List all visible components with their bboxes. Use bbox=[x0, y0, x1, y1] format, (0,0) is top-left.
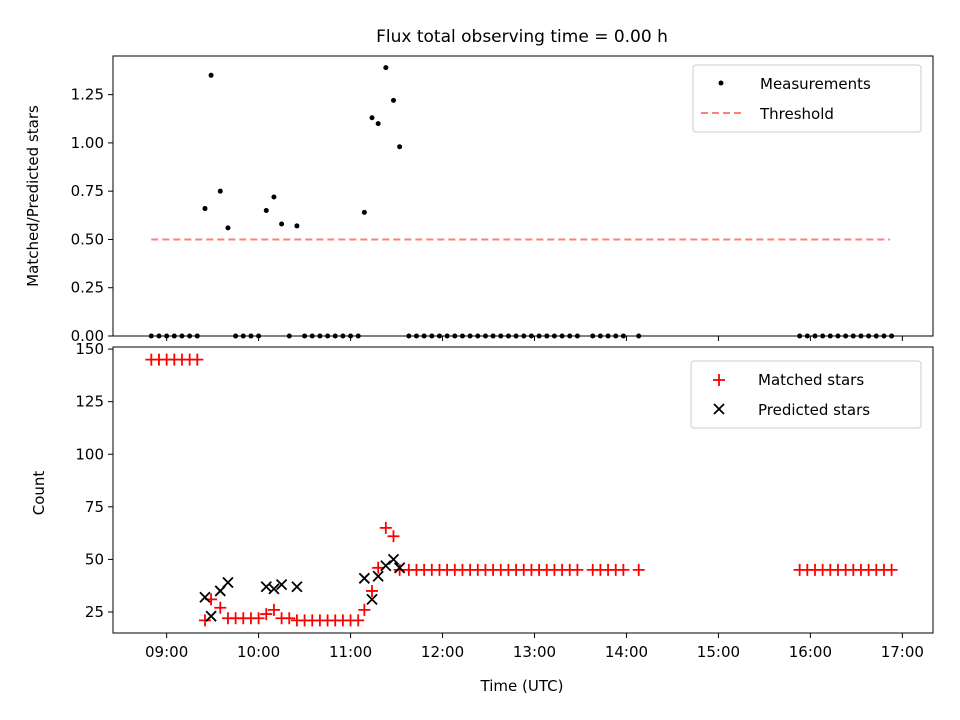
bottom-panel: 25 50 75 100 125 150 09:00 10:00 11:00 12:00 13:0… bbox=[30, 340, 934, 695]
x-tick-label: 11:00 bbox=[329, 643, 372, 661]
matched-stars-point bbox=[379, 521, 392, 534]
predicted-stars-point bbox=[372, 570, 384, 582]
y-tick-label: 0.75 bbox=[71, 182, 104, 200]
matched-stars-point bbox=[198, 614, 211, 627]
measurements-point bbox=[369, 115, 375, 121]
bottom-legend: Matched stars Predicted stars bbox=[690, 360, 922, 429]
predicted-stars-point bbox=[366, 593, 378, 605]
legend-measurements-label: Measurements bbox=[760, 75, 871, 93]
predicted-legend-marker bbox=[713, 403, 725, 415]
matched-stars-point bbox=[191, 353, 204, 366]
predicted-stars-point bbox=[393, 562, 406, 574]
predicted-stars-point bbox=[199, 591, 211, 603]
matched-stars-point bbox=[352, 614, 365, 627]
bottom-legend-box bbox=[690, 360, 922, 429]
y-tick-label: 1.25 bbox=[71, 86, 104, 104]
matched-stars-point bbox=[571, 563, 584, 576]
matched-stars-point bbox=[214, 601, 227, 614]
x-tick-label: 17:00 bbox=[881, 643, 924, 661]
measurements-point bbox=[383, 65, 389, 71]
x-tick-label: 10:00 bbox=[237, 643, 280, 661]
measurements-point bbox=[397, 144, 403, 150]
x-tick-label: 13:00 bbox=[513, 643, 556, 661]
top-plot-frame bbox=[112, 55, 934, 337]
y-tick-label: 100 bbox=[75, 445, 104, 463]
predicted-stars-point bbox=[380, 560, 392, 572]
bottom-x-axis-label: Time (UTC) bbox=[480, 677, 564, 695]
matched-stars-point bbox=[267, 603, 280, 616]
x-tick-label: 16:00 bbox=[789, 643, 832, 661]
top-x-axis-ticks bbox=[166, 336, 903, 341]
x-tick-label: 15:00 bbox=[697, 643, 740, 661]
measurements-point bbox=[208, 72, 214, 78]
measurements-point bbox=[263, 207, 269, 213]
top-y-axis-label: Matched/Predicted stars bbox=[24, 105, 42, 287]
y-tick-label: 1.00 bbox=[71, 134, 104, 152]
bottom-y-axis-ticks: 25 50 75 100 125 150 bbox=[75, 340, 113, 621]
legend-matched-label: Matched stars bbox=[758, 371, 864, 389]
measurements-point bbox=[390, 97, 396, 103]
matched-stars-point bbox=[358, 603, 371, 616]
bottom-plot-frame bbox=[112, 346, 934, 634]
predicted-stars-point bbox=[358, 572, 371, 584]
measurements-point bbox=[279, 221, 285, 227]
y-tick-label: 0.00 bbox=[71, 327, 104, 345]
measurements-point bbox=[225, 225, 231, 231]
top-y-axis-ticks: 0.00 0.25 0.50 0.75 1.00 1.25 bbox=[71, 86, 113, 345]
x-tick-label: 09:00 bbox=[145, 643, 188, 661]
x-tick-label: 14:00 bbox=[605, 643, 648, 661]
measurements-legend-marker bbox=[718, 80, 724, 86]
predicted-stars-point bbox=[275, 578, 288, 591]
bottom-y-axis-label: Count bbox=[30, 471, 48, 516]
measurements-point bbox=[217, 188, 223, 194]
matched-stars-point bbox=[387, 530, 400, 543]
predicted-stars-point bbox=[205, 610, 217, 622]
bottom-marks bbox=[145, 353, 898, 627]
legend-predicted-label: Predicted stars bbox=[758, 401, 870, 419]
chart-title: Flux total observing time = 0.00 h bbox=[376, 27, 668, 47]
y-tick-label: 50 bbox=[85, 550, 104, 568]
legend-threshold-label: Threshold bbox=[759, 105, 834, 123]
top-panel: 0.00 0.25 0.50 0.75 1.00 1.25 Matched/Predict… bbox=[24, 55, 934, 345]
matched-stars-point bbox=[885, 563, 898, 576]
matched-stars-point bbox=[632, 563, 645, 576]
matched-stars-point bbox=[252, 612, 265, 625]
y-tick-label: 150 bbox=[75, 340, 104, 358]
matched-legend-marker bbox=[713, 374, 725, 386]
y-tick-label: 0.25 bbox=[71, 279, 104, 297]
x-tick-label: 12:00 bbox=[421, 643, 464, 661]
predicted-stars-point bbox=[268, 583, 280, 595]
measurements-point bbox=[271, 194, 277, 200]
predicted-stars-point bbox=[387, 553, 400, 566]
matched-stars-point bbox=[283, 612, 296, 625]
measurements-point bbox=[202, 206, 208, 212]
y-tick-label: 25 bbox=[85, 603, 104, 621]
measurements-point bbox=[375, 121, 381, 127]
predicted-stars-point bbox=[291, 581, 303, 593]
measurements-point bbox=[294, 223, 300, 229]
matched-stars-point bbox=[617, 563, 630, 576]
predicted-stars-point bbox=[222, 576, 234, 589]
matched-stars-point bbox=[372, 561, 385, 574]
top-legend: Measurements Threshold bbox=[692, 64, 922, 133]
y-tick-label: 75 bbox=[85, 498, 104, 516]
bottom-x-axis-ticks: 09:00 10:00 11:00 12:00 13:00 14:00 15:00 16:00… bbox=[145, 633, 924, 661]
matched-stars-point bbox=[260, 608, 273, 621]
y-tick-label: 125 bbox=[75, 393, 104, 411]
y-tick-label: 0.50 bbox=[71, 230, 104, 248]
top-legend-box bbox=[692, 64, 922, 133]
matched-stars-point bbox=[366, 584, 379, 597]
measurements-point bbox=[361, 209, 367, 215]
